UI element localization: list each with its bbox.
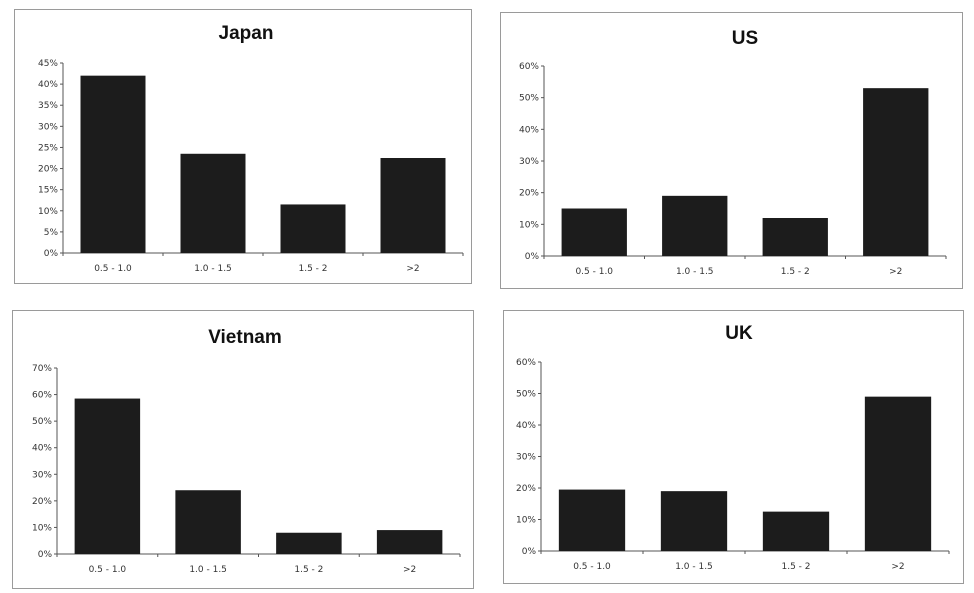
y-tick-label: 60%: [519, 62, 539, 72]
chart-panel-japan: Japan 0% 5% 10% 15% 20% 25% 30% 35% 40% 45% 0.5 - …: [14, 9, 472, 284]
bar-uk-1: [558, 489, 626, 551]
y-tick-label: 0%: [38, 550, 53, 560]
bar-japan-4: [380, 158, 446, 253]
y-tick-label: 30%: [516, 453, 536, 463]
y-tick-label: 20%: [38, 165, 58, 175]
bar-japan-2: [180, 153, 246, 253]
y-tick-label: 60%: [516, 358, 536, 368]
y-tick-label: 0%: [525, 252, 540, 262]
y-tick-label: 40%: [38, 80, 58, 90]
bar-us-3: [762, 218, 828, 256]
chart-japan: Japan 0% 5% 10% 15% 20% 25% 30% 35% 40% 45% 0.5 - …: [38, 23, 464, 274]
bar-vietnam-1: [74, 398, 141, 554]
bar-japan-3: [280, 204, 346, 253]
bar-us-4: [863, 88, 929, 257]
chart-title: UK: [725, 323, 753, 344]
bar-us-1: [561, 208, 627, 256]
bar-vietnam-2: [175, 490, 241, 554]
bar-vietnam-4: [376, 530, 443, 554]
x-tick-label: >2: [891, 562, 904, 572]
y-tick-label: 50%: [516, 390, 536, 400]
x-tick-label: 0.5 - 1.0: [89, 565, 127, 575]
y-tick-label: 10%: [32, 523, 52, 533]
chart-us: US 0% 10% 20% 30% 40% 50% 60% 0.5 - 1.0 1.0 - 1.…: [519, 28, 947, 277]
chart-title: Japan: [219, 23, 274, 44]
x-tick-label: 1.0 - 1.5: [676, 267, 714, 277]
y-tick-label: 35%: [38, 101, 58, 111]
x-tick-label: 1.0 - 1.5: [675, 562, 713, 572]
y-tick-label: 30%: [32, 470, 52, 480]
bar-japan-1: [80, 75, 146, 254]
x-tick-label: 1.5 - 2: [781, 267, 810, 277]
y-tick-label: 0%: [522, 547, 537, 557]
x-tick-label: 0.5 - 1.0: [575, 267, 613, 277]
x-tick-label: 1.5 - 2: [298, 264, 327, 274]
x-tick-label: >2: [406, 264, 419, 274]
chart-uk: UK 0% 10% 20% 30% 40% 50% 60% 0.5 - 1.0 1.0 - 1.…: [516, 323, 950, 572]
x-tick-label: 0.5 - 1.0: [94, 264, 132, 274]
y-tick-label: 25%: [38, 143, 58, 153]
x-tick-label: 1.0 - 1.5: [194, 264, 232, 274]
x-tick-label: >2: [889, 267, 902, 277]
y-tick-label: 45%: [38, 59, 58, 69]
bar-vietnam-3: [276, 532, 342, 554]
y-tick-label: 5%: [44, 228, 59, 238]
chart-panel-us: US 0% 10% 20% 30% 40% 50% 60% 0.5 - 1.0 1.0 - 1.…: [500, 12, 963, 289]
bar-us-2: [662, 195, 728, 256]
y-tick-label: 40%: [32, 444, 52, 454]
y-tick-label: 50%: [519, 94, 539, 104]
y-tick-label: 30%: [38, 122, 58, 132]
y-tick-label: 20%: [32, 497, 52, 507]
x-tick-label: >2: [403, 565, 416, 575]
x-tick-label: 1.5 - 2: [294, 565, 323, 575]
y-tick-label: 40%: [519, 125, 539, 135]
chart-title: US: [732, 28, 758, 49]
chart-title: Vietnam: [208, 327, 282, 348]
y-tick-label: 10%: [38, 207, 58, 217]
chart-panel-uk: UK 0% 10% 20% 30% 40% 50% 60% 0.5 - 1.0 1.0 - 1.…: [503, 310, 964, 584]
bar-uk-3: [762, 511, 830, 551]
y-tick-label: 0%: [44, 249, 59, 259]
x-tick-label: 0.5 - 1.0: [573, 562, 611, 572]
y-tick-label: 20%: [516, 484, 536, 494]
y-tick-label: 70%: [32, 364, 52, 374]
y-tick-label: 10%: [516, 516, 536, 526]
y-tick-label: 15%: [38, 186, 58, 196]
x-tick-label: 1.5 - 2: [781, 562, 810, 572]
bar-uk-2: [660, 491, 728, 551]
y-tick-label: 30%: [519, 157, 539, 167]
chart-panel-vietnam: Vietnam 0% 10% 20% 30% 40% 50% 60% 70% 0.5 - 1.0…: [12, 310, 474, 589]
bar-uk-4: [864, 396, 932, 551]
chart-vietnam: Vietnam 0% 10% 20% 30% 40% 50% 60% 70% 0.5 - 1.0…: [32, 327, 461, 575]
x-tick-label: 1.0 - 1.5: [189, 565, 227, 575]
y-tick-label: 10%: [519, 220, 539, 230]
y-tick-label: 20%: [519, 189, 539, 199]
y-tick-label: 50%: [32, 417, 52, 427]
y-tick-label: 40%: [516, 421, 536, 431]
y-tick-label: 60%: [32, 391, 52, 401]
